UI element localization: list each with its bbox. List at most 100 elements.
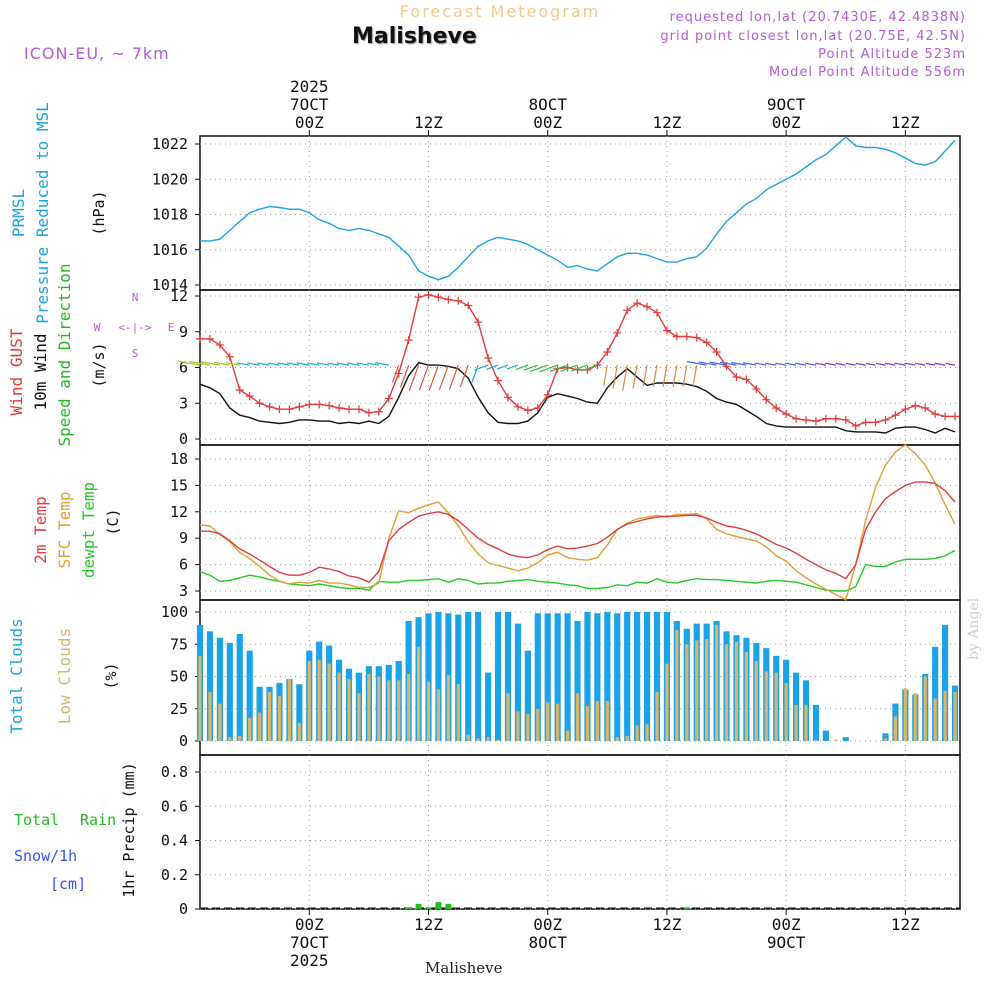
wind-arrow: [316, 362, 330, 366]
wind-arrow: [764, 362, 777, 366]
gust-marker: [235, 386, 244, 395]
grid-point-location: grid point closest lon,lat (20.75E, 42.5…: [660, 29, 966, 44]
total-cloud-bar: [604, 612, 611, 741]
wind-arrow: [570, 364, 588, 372]
total-cloud-bar: [246, 650, 253, 741]
low-cloud-bar: [426, 681, 431, 741]
low-cloud-bar: [456, 684, 460, 741]
wind-arrow: [515, 364, 529, 370]
wind10m-line: [199, 361, 956, 434]
low-cloud-bar: [883, 738, 888, 741]
wind-arrow: [622, 365, 628, 391]
gust-marker: [523, 406, 532, 415]
gust-marker: [613, 328, 622, 337]
gust-marker: [494, 376, 503, 385]
top-axis-label: 00Z: [772, 113, 801, 132]
gust-marker: [454, 296, 463, 305]
gust-marker: [503, 393, 512, 402]
gust-marker: [404, 336, 413, 345]
total-cloud-bar: [534, 613, 541, 741]
gust-marker: [434, 293, 443, 302]
gust-marker: [702, 338, 711, 347]
gust-marker: [315, 400, 324, 409]
gust-marker: [513, 402, 522, 411]
top-axis-label: 8OCT: [528, 95, 567, 114]
wind-arrow: [560, 364, 578, 372]
wind-arrow: [934, 362, 946, 366]
wind-arrow: [835, 362, 846, 366]
wind-arrow: [286, 362, 300, 366]
wind-arrow: [523, 364, 538, 371]
total-cloud-bar: [524, 650, 531, 741]
gust-marker: [285, 405, 294, 414]
low-cloud-bar: [446, 675, 450, 741]
gust-marker: [325, 401, 334, 410]
gust-marker: [265, 402, 274, 411]
wind-arrow: [277, 362, 290, 366]
wind-arrow: [709, 361, 727, 366]
ytick-label-clouds: 100: [161, 603, 188, 621]
wind-arrow: [257, 362, 270, 366]
total-cloud-bar: [465, 612, 472, 741]
wind-arrow: [428, 364, 439, 391]
gust-marker: [871, 418, 880, 427]
gust-marker: [205, 334, 214, 343]
gust-marker: [484, 353, 493, 362]
wind-arrow: [742, 362, 757, 366]
wind-arrow: [612, 365, 618, 389]
low-cloud-bar: [258, 712, 262, 741]
low-cloud-bar: [645, 724, 649, 741]
gust-marker: [831, 414, 840, 423]
ytick-label-clouds: 25: [170, 700, 188, 718]
gust-marker: [593, 361, 602, 370]
bottom-axis-label: 00Z: [772, 915, 801, 934]
total-cloud-bar: [942, 624, 949, 741]
gust-marker: [662, 326, 671, 335]
low-cloud-bar: [397, 680, 401, 741]
gust-marker: [444, 295, 453, 304]
gust-marker: [305, 400, 314, 409]
wind-arrow: [267, 362, 280, 366]
gust-marker: [225, 352, 234, 361]
gust-marker: [951, 412, 960, 421]
gust-marker: [821, 414, 830, 423]
wind-arrow: [247, 362, 260, 366]
label-dewpt-temp: dewpt Temp: [79, 482, 98, 578]
compass-w: W: [94, 321, 101, 334]
ytick-label-wind: 6: [179, 359, 188, 377]
gust-marker: [255, 399, 264, 408]
total-cloud-bar: [425, 613, 432, 741]
wind-arrow: [408, 364, 420, 391]
model-altitude: Model Point Altitude 556m: [769, 65, 966, 80]
low-cloud-bar: [496, 739, 500, 741]
low-cloud-bar: [536, 708, 540, 741]
low-cloud-bar: [685, 644, 689, 741]
gust-marker: [931, 409, 940, 418]
wind-arrow: [375, 362, 389, 366]
bottom-axis-label: 00Z: [295, 915, 324, 934]
total-cloud-bar: [514, 623, 521, 741]
low-cloud-bar: [248, 717, 252, 741]
gust-marker: [782, 409, 791, 418]
total-cloud-bar: [624, 612, 631, 741]
bottom-axis-label: 12Z: [414, 915, 443, 934]
low-cloud-bar: [297, 722, 301, 741]
label-precip-mm: 1hr Precip (mm): [120, 762, 138, 897]
wind-arrow: [904, 362, 916, 366]
low-cloud-bar: [198, 655, 202, 741]
total-cloud-bar: [455, 614, 462, 741]
compass-arrows: <-|->: [118, 321, 151, 334]
label-total: Total: [14, 811, 59, 829]
top-axis-label: 2025: [290, 77, 329, 96]
wind-arrow: [178, 360, 201, 366]
sfc-temp-line: [199, 444, 956, 601]
wind-arrow: [448, 364, 459, 390]
panel-frame-precip: [199, 754, 961, 910]
ytick-label-pressure: 1014: [152, 276, 188, 294]
wind-arrow: [652, 365, 658, 387]
ytick-label-wind: 9: [179, 323, 188, 341]
low-cloud-bar: [933, 698, 937, 741]
wind-arrow: [486, 364, 499, 370]
bottom-axis-label: 2025: [290, 951, 329, 970]
bottom-axis-label: 00Z: [533, 915, 562, 934]
